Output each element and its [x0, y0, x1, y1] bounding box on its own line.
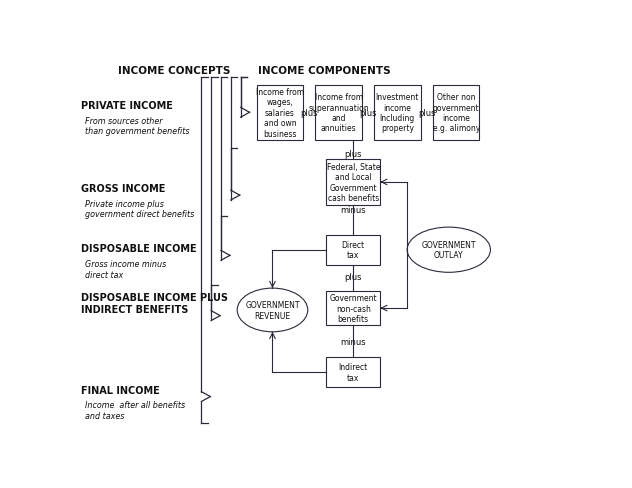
Text: Income from
wages,
salaries
and own
business: Income from wages, salaries and own busi…	[256, 88, 304, 138]
FancyBboxPatch shape	[257, 86, 303, 140]
Text: minus: minus	[341, 205, 366, 214]
FancyBboxPatch shape	[326, 235, 380, 265]
Text: GOVERNMENT
REVENUE: GOVERNMENT REVENUE	[245, 301, 300, 320]
Text: PRIVATE INCOME: PRIVATE INCOME	[82, 101, 173, 111]
Text: Income  after all benefits
and taxes: Income after all benefits and taxes	[85, 401, 185, 420]
Ellipse shape	[407, 227, 490, 273]
Text: Private income plus
government direct benefits: Private income plus government direct be…	[85, 200, 194, 219]
Text: plus: plus	[300, 108, 318, 118]
Text: Gross income minus
direct tax: Gross income minus direct tax	[85, 260, 166, 279]
Text: DISPOSABLE INCOME PLUS
INDIRECT BENEFITS: DISPOSABLE INCOME PLUS INDIRECT BENEFITS	[82, 292, 228, 314]
Text: INCOME CONCEPTS: INCOME CONCEPTS	[118, 66, 231, 76]
Text: From sources other
than government benefits: From sources other than government benef…	[85, 117, 190, 136]
FancyBboxPatch shape	[374, 86, 421, 140]
Text: FINAL INCOME: FINAL INCOME	[82, 385, 160, 395]
Text: plus: plus	[344, 150, 362, 159]
Text: Direct
tax: Direct tax	[342, 241, 365, 260]
Text: INCOME COMPONENTS: INCOME COMPONENTS	[258, 66, 390, 76]
FancyBboxPatch shape	[433, 86, 480, 140]
Text: Government
non-cash
benefits: Government non-cash benefits	[329, 294, 377, 324]
FancyBboxPatch shape	[326, 291, 380, 325]
Text: Investment
income
Including
property: Investment income Including property	[375, 93, 419, 133]
Text: GROSS INCOME: GROSS INCOME	[82, 184, 166, 194]
Text: plus: plus	[344, 273, 362, 282]
Text: plus: plus	[418, 108, 435, 118]
FancyBboxPatch shape	[326, 160, 380, 205]
Text: Indirect
tax: Indirect tax	[339, 363, 368, 382]
Ellipse shape	[237, 288, 308, 332]
FancyBboxPatch shape	[326, 357, 380, 387]
Text: Other non
government
income
e.g. alimony: Other non government income e.g. alimony	[432, 93, 480, 133]
Text: DISPOSABLE INCOME: DISPOSABLE INCOME	[82, 244, 197, 254]
Text: GOVERNMENT
OUTLAY: GOVERNMENT OUTLAY	[422, 241, 476, 260]
Text: Income from
superannuation
and
annuities: Income from superannuation and annuities	[308, 93, 369, 133]
Text: Federal, State
and Local
Government
cash benefits: Federal, State and Local Government cash…	[327, 163, 380, 203]
Text: plus: plus	[359, 108, 377, 118]
Text: minus: minus	[341, 337, 366, 346]
FancyBboxPatch shape	[315, 86, 362, 140]
